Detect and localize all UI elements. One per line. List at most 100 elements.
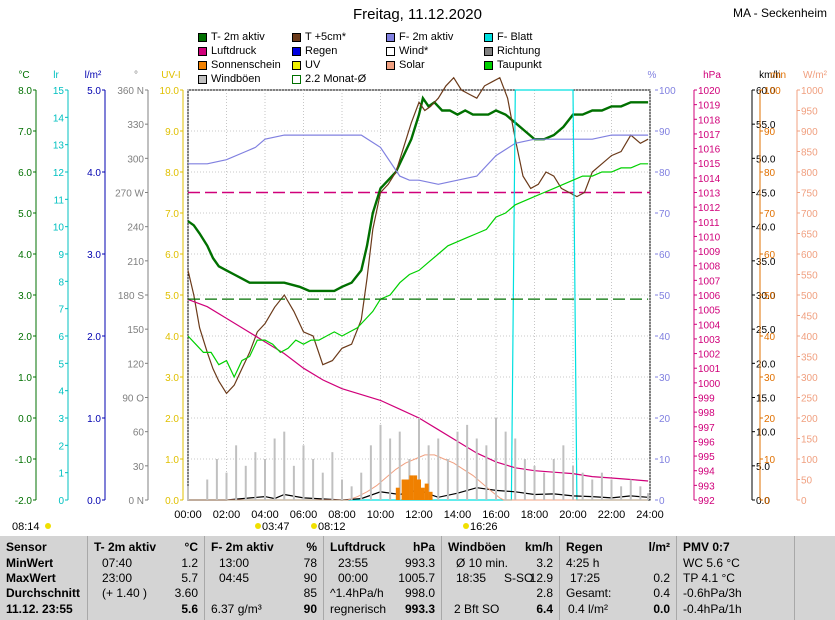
sensor-column: Sensor MinWert MaxWert Durchschnitt 11.1… (0, 536, 88, 620)
right-axis-label: 1007 (698, 276, 721, 287)
left-axis-unit: lr (53, 70, 59, 81)
right-axis-label: 80 (764, 168, 776, 179)
right-axis-label: 250 (801, 394, 818, 405)
right-axis-label: 950 (801, 107, 818, 118)
t2m-header: T- 2m aktiv (94, 540, 157, 554)
right-axis-label: 35.0 (756, 257, 776, 268)
right-axis-label: 1008 (698, 262, 721, 273)
left-axis-label: 10 (53, 223, 65, 234)
left-axis-label: 4.0 (87, 168, 101, 179)
right-axis-label: 1015 (698, 159, 721, 170)
right-axis-label: 700 (801, 209, 818, 220)
left-axis-label: 90 O (122, 394, 144, 405)
rain-last-value: 0.2 (653, 571, 670, 585)
series-bar-sonnenschein (409, 475, 414, 500)
right-axis-label: 10 (659, 455, 671, 466)
x-tick-label: 12:00 (405, 509, 433, 521)
legend-item: Windböen (198, 73, 261, 85)
right-axis-label: 1013 (698, 189, 721, 200)
f2m-min-value: 78 (303, 556, 317, 570)
annotation-layer: 08:14 03:47 08:12 16:26 (12, 521, 498, 533)
left-axis-label: 270 W (115, 189, 144, 200)
rain-header: Regen (566, 540, 603, 554)
legend-swatch (292, 32, 301, 42)
pmv-pressure-1h: -0.4hPa/1h (683, 602, 742, 616)
right-axis-label: 30 (764, 373, 776, 384)
left-axis-unit: °C (18, 70, 29, 81)
time-annotation: 03:47 (262, 521, 290, 533)
x-tick-label: 06:00 (290, 509, 318, 521)
left-axis-label: 180 S (118, 291, 144, 302)
series-line-wind (188, 487, 649, 501)
series-line-t-5cm (187, 76, 649, 395)
left-axis-label: 7.0 (165, 209, 179, 220)
x-tick-label: 14:00 (444, 509, 472, 521)
series-line-t-2m-aktiv (187, 95, 649, 293)
x-tick-label: 16:00 (482, 509, 510, 521)
wind-avg10-label: Ø 10 min. (456, 556, 509, 570)
pressure-unit: hPa (412, 540, 435, 554)
pressure-min-value: 993.3 (404, 556, 435, 570)
pressure-current: 993.3 (404, 602, 435, 616)
right-axis-label: 1010 (698, 232, 721, 243)
x-tick-label: 04:00 (251, 509, 279, 521)
right-axis-label: 200 (801, 414, 818, 425)
rain-duration: 4:25 h (566, 556, 600, 570)
right-axis-label: 996 (698, 437, 715, 448)
left-axis-label: 8.0 (165, 168, 179, 179)
left-axis-label: 4.0 (18, 250, 32, 261)
right-axis-label: 800 (801, 168, 818, 179)
time-annotation: 08:12 (318, 521, 346, 533)
durchschnitt-label: Durchschnitt (6, 586, 81, 600)
left-axis-label: 0.0 (18, 414, 32, 425)
left-axis-label: 0 N (128, 496, 144, 507)
left-axis-label: 0 (58, 496, 64, 507)
right-axis-label: 45.0 (756, 189, 776, 200)
t2m-column: T- 2m aktiv °C 07:40 1.2 23:00 5.7 (+ 1.40 … (88, 536, 205, 620)
right-axis-label: 1018 (698, 115, 721, 126)
wind-max-time: 18:35 (456, 571, 487, 585)
left-axis-label: 3.0 (165, 373, 179, 384)
chart-title: Freitag, 11.12.2020 (353, 6, 482, 23)
legend-item: Richtung (484, 45, 540, 57)
rain-unit: l/m² (648, 540, 670, 554)
right-axis-label: 50.0 (756, 154, 776, 165)
left-axis-unit: l/m² (85, 70, 102, 81)
t2m-avg-value: 3.60 (174, 586, 198, 600)
left-axis-label: 7.0 (18, 127, 32, 138)
right-axis-label: 400 (801, 332, 818, 343)
right-axis-label: 1011 (698, 218, 720, 229)
legend-item: Luftdruck (198, 45, 256, 57)
left-axis-label: 3 (58, 414, 64, 425)
left-axis-label: 360 N (117, 86, 144, 97)
right-axis-label: 650 (801, 230, 818, 241)
legend-swatch (484, 60, 493, 70)
left-axis-label: 6.0 (18, 168, 32, 179)
x-tick-label: 10:00 (367, 509, 395, 521)
right-axis-label: 0 (659, 496, 665, 507)
left-axis-label: 7 (58, 305, 64, 316)
series-bar-sonnenschein (405, 479, 410, 500)
legend-item: F- Blatt (484, 31, 532, 43)
right-axis-label: 1017 (698, 130, 721, 141)
wind-max-direction: S-SO (504, 571, 534, 585)
right-axis-label: 40 (659, 332, 671, 343)
right-axis-label: 30.0 (756, 291, 776, 302)
right-axis-label: 1000 (801, 86, 824, 97)
legend-label: Luftdruck (211, 45, 257, 57)
right-axis-label: 10.0 (756, 428, 776, 439)
x-tick-label: 02:00 (213, 509, 241, 521)
x-tick-label: 20:00 (559, 509, 587, 521)
series-bar-sonnenschein (417, 479, 421, 500)
left-axis-label: 60 (133, 428, 145, 439)
left-axis-label: 9 (58, 250, 64, 261)
right-axis-label: 1014 (698, 174, 721, 185)
right-axis-label: 450 (801, 312, 818, 323)
right-axis-label: 40 (764, 332, 776, 343)
right-axis-label: 10 (764, 455, 776, 466)
right-axis-label: 600 (801, 250, 818, 261)
left-axis-unit: UV-I (161, 70, 180, 81)
right-axis-label: 20.0 (756, 359, 776, 370)
left-axis-label: 120 (127, 359, 144, 370)
left-axis-label: 3.0 (18, 291, 32, 302)
